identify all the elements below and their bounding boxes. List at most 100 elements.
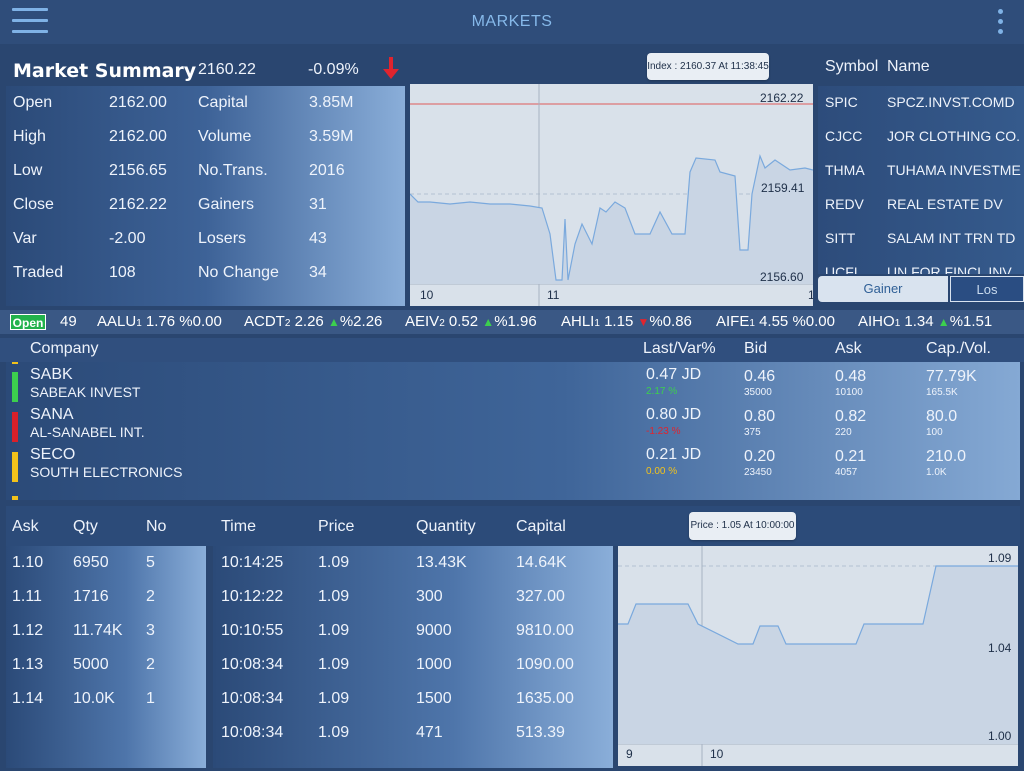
company-symbol: SABK: [30, 366, 73, 383]
ticker-symbol-suffix: 1: [749, 318, 755, 329]
symbol-name: TUHAMA INVESTME: [887, 162, 1021, 178]
capital-header: Capital: [516, 518, 566, 535]
tab-losers[interactable]: Los: [950, 276, 1024, 302]
index-chart-x-label: 12: [808, 288, 813, 302]
ticker-item[interactable]: AIFE1 4.55 %0.00: [716, 313, 835, 330]
company-last-price: 0.80 JD: [646, 406, 702, 423]
price-chart[interactable]: 1.09 1.04 1.00 9 10: [618, 546, 1018, 766]
trade-price: 1.09: [318, 656, 350, 673]
order-qty: 10.0K: [73, 690, 115, 707]
symbol-list-item[interactable]: CJCC JOR CLOTHING CO.: [818, 120, 1024, 154]
trade-quantity: 1500: [416, 690, 452, 707]
order-ask-price: 1.13: [12, 656, 44, 673]
order-qty: 11.74K: [73, 622, 123, 639]
ticker-symbol: 49: [60, 313, 77, 330]
name-column-header: Name: [887, 58, 930, 75]
gainer-loser-tabs[interactable]: Gainer Los: [818, 276, 1024, 302]
company-volume: 165.5K: [926, 387, 958, 398]
summary-label: Open: [13, 94, 53, 111]
cap-vol-column-header: Cap./Vol.: [926, 340, 991, 357]
symbol-list-item[interactable]: SITT SALAM INT TRN TD: [818, 222, 1024, 256]
ticker-item[interactable]: AALU1 1.76 %0.00: [97, 313, 222, 330]
price-chart-y-label-bottom: 1.00: [988, 729, 1012, 743]
summary-label: Close: [13, 196, 54, 213]
symbol-list-item[interactable]: UCFI UN FOR FINCL INV: [818, 256, 1024, 274]
symbol-list-item[interactable]: THMA TUHAMA INVESTME: [818, 154, 1024, 188]
summary-label: No.Trans.: [198, 162, 268, 179]
ticker-symbol: AEIV: [405, 313, 440, 330]
symbol-code: SITT: [825, 230, 856, 246]
company-name: SABEAK INVEST: [30, 384, 141, 400]
summary-label: Losers: [198, 230, 247, 247]
down-arrow-icon: [383, 57, 399, 79]
order-qty: 1716: [73, 588, 109, 605]
summary-value: 3.85M: [309, 94, 354, 111]
market-summary-panel: Open 2162.00 Capital 3.85M High 2162.00 Volume…: [6, 86, 405, 306]
company-bid-qty: 375: [744, 427, 761, 438]
company-last-price: 0.21 JD: [646, 446, 702, 463]
ticker-item[interactable]: ACDT2 2.26 ▲%2.26: [244, 313, 382, 330]
order-book-panel[interactable]: 1.10 6950 5 1.11 1716 2 1.12 11.74K 3 1.13 5000 2 1.…: [6, 546, 206, 768]
down-arrow-icon: ▼: [637, 315, 650, 329]
ticker-symbol-suffix: 1: [594, 318, 600, 329]
tab-gainer[interactable]: Gainer: [818, 276, 948, 302]
vertical-dots-icon[interactable]: [990, 8, 1010, 36]
company-bid: 0.46: [744, 368, 776, 385]
index-chart[interactable]: 2162.22 2159.41 2156.60 10 11 12: [409, 84, 822, 306]
symbol-list-item[interactable]: SPIC SPCZ.INVST.COMD: [818, 86, 1024, 120]
company-row[interactable]: SECO SOUTH ELECTRONICS 0.21 JD 0.00 % 0.20 23…: [6, 444, 1020, 485]
symbol-code: SPIC: [825, 94, 858, 110]
price-header: Price: [318, 518, 355, 535]
trade-quantity: 13.43K: [416, 554, 467, 571]
summary-value: 2162.22: [109, 196, 167, 213]
quantity-header: Quantity: [416, 518, 476, 535]
index-chart-x-label: 10: [420, 288, 434, 302]
price-chart-y-label-mid: 1.04: [988, 641, 1012, 655]
summary-label: Capital: [198, 94, 248, 111]
ticker-item[interactable]: AEIV2 0.52 ▲%1.96: [405, 313, 537, 330]
ticker-symbol: AALU: [97, 313, 137, 330]
qty-header: Qty: [73, 518, 98, 535]
market-ticker[interactable]: 49 AALU1 1.76 %0.00 ACDT2 2.26 ▲%2.26 AEIV2…: [0, 310, 1024, 334]
ask-header: Ask: [12, 518, 39, 535]
company-bid-qty: 35000: [744, 387, 772, 398]
ticker-change: %0.00: [792, 313, 835, 330]
company-capital: 80.0: [926, 408, 958, 425]
gainers-symbol-list[interactable]: SPIC SPCZ.INVST.COMD CJCC JOR CLOTHING CO. T…: [818, 86, 1024, 274]
summary-label: Low: [13, 162, 43, 179]
summary-label: Var: [13, 230, 37, 247]
top-bar: [0, 0, 1024, 44]
company-status-bar: [12, 372, 18, 402]
order-ask-price: 1.10: [12, 554, 44, 571]
no-header: No: [146, 518, 167, 535]
order-count: 5: [146, 554, 155, 571]
ticker-price: 4.55: [759, 313, 789, 330]
symbol-column-header: Symbol: [825, 58, 879, 75]
ticker-change: %1.51: [949, 313, 993, 330]
ticker-item[interactable]: 49: [60, 313, 77, 330]
trade-time: 10:08:34: [221, 690, 284, 707]
symbol-list-item[interactable]: REDV REAL ESTATE DV: [818, 188, 1024, 222]
trade-time: 10:12:22: [221, 588, 284, 605]
trades-panel[interactable]: 10:14:25 1.09 13.43K 14.64K 10:12:22 1.09 300 3…: [213, 546, 613, 768]
hamburger-menu-icon[interactable]: [12, 8, 50, 36]
company-row[interactable]: SANA AL-SANABEL INT. 0.80 JD -1.23 % 0.80 375…: [6, 404, 1020, 445]
company-row[interactable]: SABK SABEAK INVEST 0.47 JD 2.17 % 0.46 35000 0…: [6, 364, 1020, 405]
ticker-price: 1.15: [604, 313, 634, 330]
company-var-percent: 2.17 %: [646, 386, 678, 397]
order-count: 3: [146, 622, 155, 639]
company-capital: 210.0: [926, 448, 967, 465]
up-arrow-icon: ▲: [482, 315, 495, 329]
summary-label: Traded: [13, 264, 64, 281]
summary-label: Volume: [198, 128, 252, 145]
ticker-item[interactable]: AHLI1 1.15 ▼%0.86: [561, 313, 692, 330]
company-last-price: 0.47 JD: [646, 366, 702, 383]
symbol-name: JOR CLOTHING CO.: [887, 128, 1021, 144]
company-list[interactable]: SABK SABEAK INVEST 0.47 JD 2.17 % 0.46 35000 0…: [6, 362, 1020, 500]
summary-value: 2162.00: [109, 128, 167, 145]
ticker-item[interactable]: AIHO1 1.34 ▲%1.51: [858, 313, 992, 330]
index-chart-tooltip: Index : 2160.37 At 11:38:45: [647, 53, 769, 80]
ask-column-header: Ask: [835, 340, 862, 357]
index-chart-y-label-mid: 2159.41: [761, 181, 805, 195]
trade-capital: 9810.00: [516, 622, 574, 639]
